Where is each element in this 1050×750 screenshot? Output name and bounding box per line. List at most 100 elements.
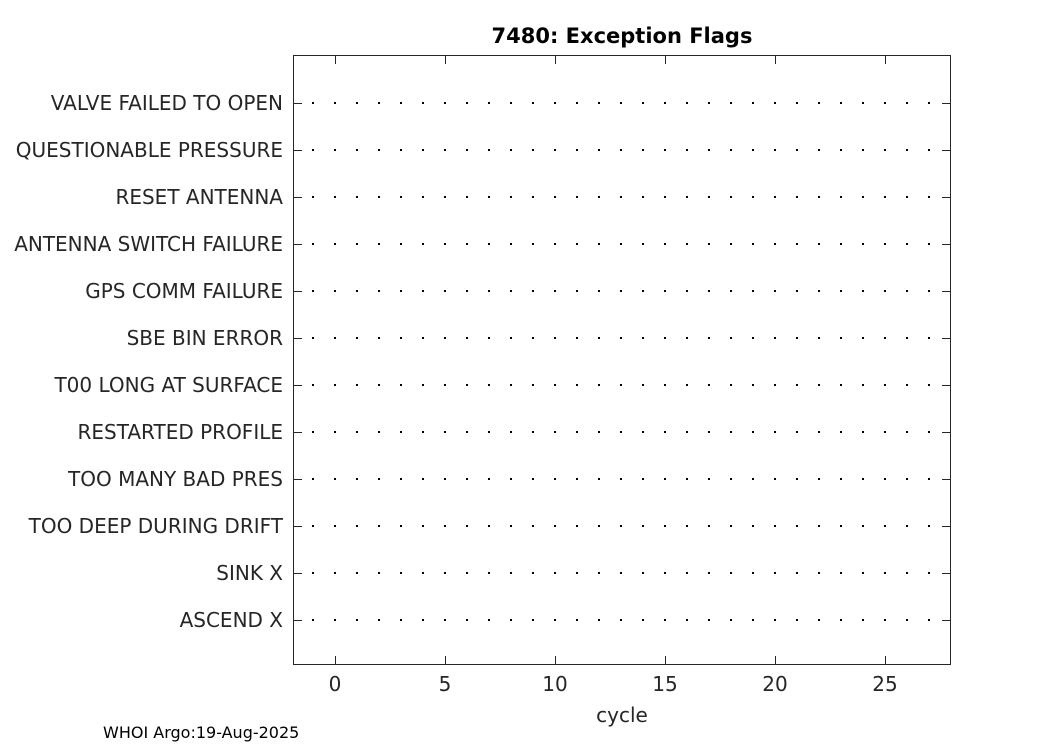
y-tick-mark-left [294,150,302,151]
data-dot [906,384,908,386]
data-dot [818,525,820,527]
data-dot [532,243,534,245]
data-dot [312,384,314,386]
y-tick-mark-left [294,573,302,574]
data-dot [356,431,358,433]
y-axis-category-label: SBE BIN ERROR [126,326,283,350]
data-dot [532,525,534,527]
data-dot [598,478,600,480]
data-dot [488,572,490,574]
data-dot [862,384,864,386]
data-dot [554,290,556,292]
data-dot [642,619,644,621]
data-dot [818,102,820,104]
data-dot [356,337,358,339]
data-dot [510,525,512,527]
data-dot [664,149,666,151]
data-dot [862,337,864,339]
data-dot [510,196,512,198]
data-dot [862,478,864,480]
data-dot [356,290,358,292]
data-dot [510,337,512,339]
data-dot [598,619,600,621]
data-dot [554,196,556,198]
data-dot [576,196,578,198]
data-dot [686,478,688,480]
data-dot [686,619,688,621]
data-dot [510,384,512,386]
data-dot [884,525,886,527]
y-tick-mark-left [294,385,302,386]
data-dot [356,384,358,386]
data-dot [664,290,666,292]
data-dot [488,196,490,198]
data-dot [796,525,798,527]
data-dot [906,525,908,527]
data-dot [818,290,820,292]
data-dot [378,619,380,621]
data-dot [554,102,556,104]
footer-text: WHOI Argo:19-Aug-2025 [103,723,300,742]
data-dot [796,243,798,245]
data-dot [928,243,930,245]
data-dot [488,290,490,292]
data-dot [532,478,534,480]
x-tick-mark-bottom [775,656,776,664]
data-dot [928,337,930,339]
data-dot [444,572,446,574]
data-dot [906,619,908,621]
data-dot [708,149,710,151]
data-dot [620,243,622,245]
data-dot [664,337,666,339]
data-dot [752,149,754,151]
plot-box [293,55,951,665]
data-dot [378,149,380,151]
data-dot [884,384,886,386]
data-dot [532,431,534,433]
data-dot [664,619,666,621]
data-dot [752,337,754,339]
data-dot [444,384,446,386]
data-dot [730,572,732,574]
data-dot [620,149,622,151]
data-dot [840,337,842,339]
data-dot [730,478,732,480]
data-dot [642,196,644,198]
data-dot [620,572,622,574]
data-dot [730,290,732,292]
x-tick-label: 0 [328,672,342,696]
data-dot [708,290,710,292]
data-dot [840,149,842,151]
data-dot [510,149,512,151]
data-dot [466,572,468,574]
data-dot [532,196,534,198]
data-dot [312,337,314,339]
data-dot [708,572,710,574]
data-dot [356,243,358,245]
data-dot [818,196,820,198]
data-dot [576,525,578,527]
data-dot [312,102,314,104]
data-dot [488,243,490,245]
data-dot [356,572,358,574]
data-dot [598,290,600,292]
data-dot [334,243,336,245]
data-dot [862,525,864,527]
x-tick-mark-bottom [885,656,886,664]
y-tick-mark-left [294,244,302,245]
data-dot [906,102,908,104]
data-dot [862,149,864,151]
y-tick-mark-left [294,526,302,527]
data-dot [400,243,402,245]
data-dot [774,243,776,245]
y-tick-mark-right [942,103,950,104]
data-dot [928,196,930,198]
data-dot [884,572,886,574]
data-dot [928,149,930,151]
data-dot [818,149,820,151]
data-dot [620,525,622,527]
y-axis-category-label: RESTARTED PROFILE [77,420,283,444]
data-dot [774,619,776,621]
data-dot [686,290,688,292]
